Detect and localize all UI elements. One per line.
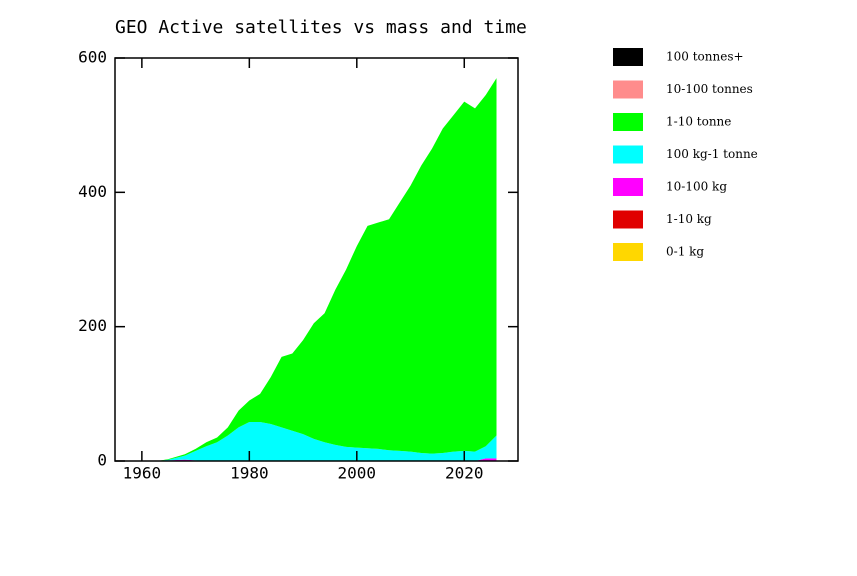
legend-swatch (613, 113, 643, 131)
y-tick-label: 0 (97, 451, 107, 470)
legend-label: 10-100 kg (666, 180, 727, 194)
legend-label: 10-100 tonnes (666, 82, 753, 96)
legend-label: 1-10 kg (666, 212, 712, 226)
legend-swatch (613, 243, 643, 261)
area (157, 78, 497, 462)
x-tick-label: 2000 (338, 464, 377, 483)
y-tick-label: 200 (78, 316, 107, 335)
legend-swatch (613, 178, 643, 196)
x-tick-label: 1960 (123, 464, 162, 483)
legend-label: 100 tonnes+ (666, 50, 744, 64)
legend-label: 100 kg-1 tonne (666, 147, 758, 161)
legend-label: 0-1 kg (666, 245, 704, 259)
y-tick-label: 600 (78, 48, 107, 67)
x-tick-label: 2020 (445, 464, 484, 483)
legend-label: 1-10 tonne (666, 115, 731, 129)
chart-title: GEO Active satellites vs mass and time (115, 17, 527, 38)
legend-swatch (613, 80, 643, 99)
area (157, 422, 497, 461)
legend-swatch (613, 145, 643, 164)
legend-swatch (613, 48, 643, 66)
legend-swatch (613, 210, 643, 229)
plot-frame (114, 57, 519, 462)
x-tick-label: 1980 (230, 464, 269, 483)
y-tick-label: 400 (78, 182, 107, 201)
